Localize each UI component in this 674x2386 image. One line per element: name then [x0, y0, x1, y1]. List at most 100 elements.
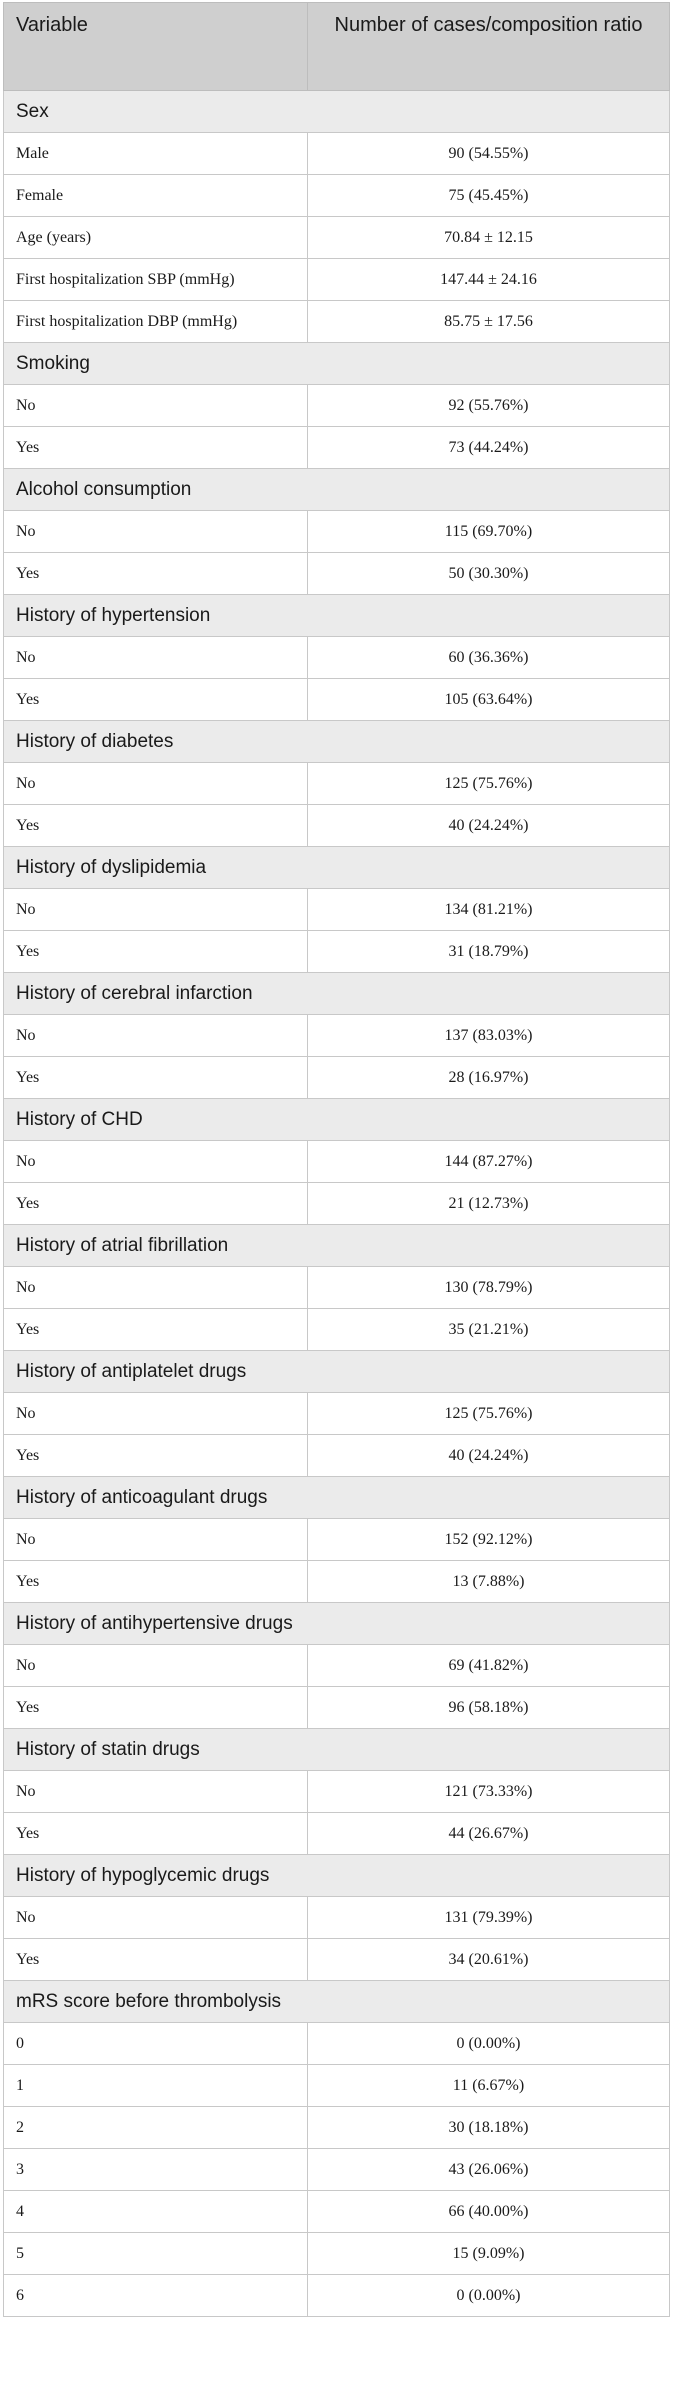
header-value: Number of cases/composition ratio [307, 2, 670, 91]
row-label: No [3, 636, 308, 679]
table-row: Yes 28 (16.97%) [3, 1056, 670, 1099]
section-title: History of statin drugs [3, 1728, 670, 1771]
row-label: First hospitalization DBP (mmHg) [3, 300, 308, 343]
row-value: 11 (6.67%) [307, 2064, 670, 2107]
section-row: Alcohol consumption [3, 468, 670, 511]
table-row: 1 11 (6.67%) [3, 2064, 670, 2107]
table-row: Yes 73 (44.24%) [3, 426, 670, 469]
row-value: 147.44 ± 24.16 [307, 258, 670, 301]
table-row: 5 15 (9.09%) [3, 2232, 670, 2275]
table-row: No 144 (87.27%) [3, 1140, 670, 1183]
row-value: 115 (69.70%) [307, 510, 670, 553]
row-value: 125 (75.76%) [307, 1392, 670, 1435]
row-value: 73 (44.24%) [307, 426, 670, 469]
table-row: Yes 105 (63.64%) [3, 678, 670, 721]
section-title: Sex [3, 90, 670, 133]
row-value: 125 (75.76%) [307, 762, 670, 805]
section-row: History of hypertension [3, 594, 670, 637]
row-value: 50 (30.30%) [307, 552, 670, 595]
row-value: 31 (18.79%) [307, 930, 670, 973]
row-label: 4 [3, 2190, 308, 2233]
row-label: Yes [3, 1938, 308, 1981]
row-value: 152 (92.12%) [307, 1518, 670, 1561]
table-row: Yes 21 (12.73%) [3, 1182, 670, 1225]
table-row: No 69 (41.82%) [3, 1644, 670, 1687]
table-row: No 152 (92.12%) [3, 1518, 670, 1561]
row-label: No [3, 762, 308, 805]
table-row: First hospitalization SBP (mmHg) 147.44 ±… [3, 258, 670, 301]
row-value: 75 (45.45%) [307, 174, 670, 217]
table-row: Male 90 (54.55%) [3, 132, 670, 175]
section-row: History of anticoagulant drugs [3, 1476, 670, 1519]
row-label: Yes [3, 678, 308, 721]
row-label: 5 [3, 2232, 308, 2275]
section-row: History of antihypertensive drugs [3, 1602, 670, 1645]
header-variable: Variable [3, 2, 308, 91]
row-label: 1 [3, 2064, 308, 2107]
row-value: 137 (83.03%) [307, 1014, 670, 1057]
row-value: 96 (58.18%) [307, 1686, 670, 1729]
table-row: Yes 13 (7.88%) [3, 1560, 670, 1603]
row-label: Age (years) [3, 216, 308, 259]
section-row: History of antiplatelet drugs [3, 1350, 670, 1393]
row-label: Yes [3, 804, 308, 847]
table-row: No 131 (79.39%) [3, 1896, 670, 1939]
section-title: Smoking [3, 342, 670, 385]
table-row: No 137 (83.03%) [3, 1014, 670, 1057]
row-value: 70.84 ± 12.15 [307, 216, 670, 259]
table-row: Female 75 (45.45%) [3, 174, 670, 217]
row-label: No [3, 1140, 308, 1183]
section-title: History of antihypertensive drugs [3, 1602, 670, 1645]
row-label: Yes [3, 552, 308, 595]
row-value: 44 (26.67%) [307, 1812, 670, 1855]
row-label: No [3, 384, 308, 427]
row-value: 30 (18.18%) [307, 2106, 670, 2149]
table-row: No 115 (69.70%) [3, 510, 670, 553]
row-label: No [3, 1518, 308, 1561]
row-label: Yes [3, 1812, 308, 1855]
section-row: History of diabetes [3, 720, 670, 763]
section-title: mRS score before thrombolysis [3, 1980, 670, 2023]
table-row: Yes 31 (18.79%) [3, 930, 670, 973]
row-label: 6 [3, 2274, 308, 2317]
row-label: Yes [3, 426, 308, 469]
section-title: History of hypoglycemic drugs [3, 1854, 670, 1897]
header-row: Variable Number of cases/composition rat… [3, 2, 670, 91]
table-row: Yes 44 (26.67%) [3, 1812, 670, 1855]
table-row: No 130 (78.79%) [3, 1266, 670, 1309]
section-title: History of cerebral infarction [3, 972, 670, 1015]
section-title: History of anticoagulant drugs [3, 1476, 670, 1519]
table-row: 4 66 (40.00%) [3, 2190, 670, 2233]
table-row: 3 43 (26.06%) [3, 2148, 670, 2191]
row-label: No [3, 510, 308, 553]
section-title: History of antiplatelet drugs [3, 1350, 670, 1393]
row-label: No [3, 1392, 308, 1435]
section-row: Smoking [3, 342, 670, 385]
table-row: 2 30 (18.18%) [3, 2106, 670, 2149]
table-row: Yes 96 (58.18%) [3, 1686, 670, 1729]
section-row: History of cerebral infarction [3, 972, 670, 1015]
table-row: Age (years) 70.84 ± 12.15 [3, 216, 670, 259]
section-row: History of dyslipidemia [3, 846, 670, 889]
table-row: Yes 35 (21.21%) [3, 1308, 670, 1351]
section-row: History of atrial fibrillation [3, 1224, 670, 1267]
row-label: No [3, 1896, 308, 1939]
row-value: 60 (36.36%) [307, 636, 670, 679]
section-row: History of CHD [3, 1098, 670, 1141]
row-value: 66 (40.00%) [307, 2190, 670, 2233]
row-value: 69 (41.82%) [307, 1644, 670, 1687]
row-label: Yes [3, 1182, 308, 1225]
table-row: Yes 50 (30.30%) [3, 552, 670, 595]
row-label: No [3, 1770, 308, 1813]
table-row: Yes 40 (24.24%) [3, 1434, 670, 1477]
row-value: 0 (0.00%) [307, 2022, 670, 2065]
row-label: Yes [3, 1434, 308, 1477]
row-value: 40 (24.24%) [307, 804, 670, 847]
section-row: History of statin drugs [3, 1728, 670, 1771]
row-label: Yes [3, 1308, 308, 1351]
row-label: Male [3, 132, 308, 175]
row-value: 121 (73.33%) [307, 1770, 670, 1813]
row-value: 28 (16.97%) [307, 1056, 670, 1099]
section-row: History of hypoglycemic drugs [3, 1854, 670, 1897]
